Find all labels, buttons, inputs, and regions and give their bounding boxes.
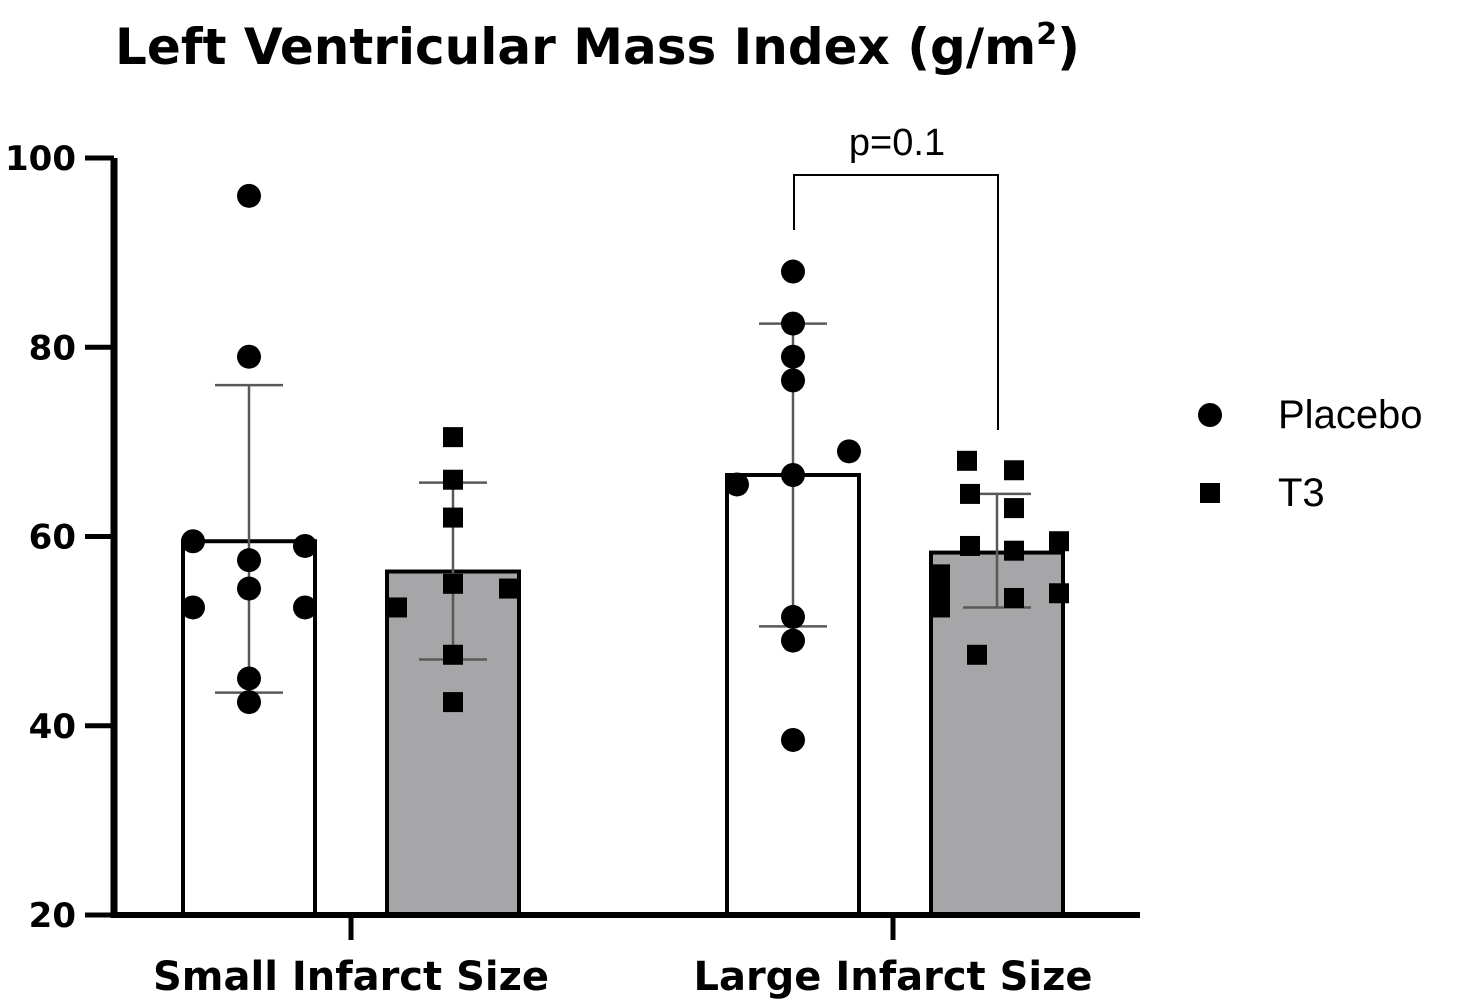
points-layer [181, 183, 1069, 752]
y-tick-label-100: 100 [5, 139, 76, 179]
point-cat0-placebo-8 [237, 666, 261, 691]
significance-bracket [793, 174, 999, 430]
point-cat1-t3-8 [930, 578, 950, 599]
point-cat1-t3-0 [957, 450, 977, 471]
point-cat1-t3-4 [1049, 531, 1069, 552]
point-cat1-t3-5 [960, 535, 980, 556]
point-cat0-t3-1 [443, 469, 463, 490]
point-cat0-t3-3 [443, 573, 463, 594]
x-label-large-infarct: Large Infarct Size [693, 954, 1092, 1000]
point-cat1-placebo-9 [781, 727, 805, 752]
bar-cat1-t3 [929, 550, 1065, 917]
point-cat1-t3-6 [1004, 540, 1024, 561]
point-cat0-placebo-5 [237, 576, 261, 601]
point-cat0-t3-0 [443, 427, 463, 448]
chart-title: Left Ventricular Mass Index (g/m2) [0, 0, 1195, 82]
point-cat1-placebo-7 [781, 604, 805, 629]
point-cat1-placebo-3 [781, 368, 805, 393]
point-cat1-t3-9 [1049, 583, 1069, 604]
y-tick-label-60: 60 [29, 518, 76, 558]
point-cat1-t3-1 [1004, 460, 1024, 481]
point-cat0-placebo-3 [293, 533, 317, 558]
point-cat1-t3-2 [960, 483, 980, 504]
point-cat1-placebo-5 [781, 462, 805, 487]
point-cat1-placebo-1 [781, 311, 805, 336]
chart-title-superscript: 2 [1036, 17, 1058, 52]
legend: Placebo T3 [1198, 393, 1423, 515]
point-cat0-placebo-1 [237, 344, 261, 369]
point-cat0-placebo-4 [237, 548, 261, 573]
y-tick-label-80: 80 [29, 328, 76, 368]
point-cat0-t3-4 [499, 578, 519, 599]
legend-placebo-label: Placebo [1278, 393, 1423, 437]
legend-t3-marker [1200, 483, 1220, 503]
point-cat1-placebo-8 [781, 628, 805, 653]
chart-title-text: Left Ventricular Mass Index (g/m [115, 18, 1037, 76]
point-cat1-t3-12 [967, 644, 987, 665]
point-cat0-t3-7 [443, 692, 463, 713]
legend-placebo-marker [1198, 403, 1222, 427]
point-cat0-placebo-6 [181, 595, 205, 620]
point-cat1-placebo-6 [725, 472, 749, 497]
error-bars-layer [215, 322, 1031, 694]
point-cat0-placebo-2 [181, 529, 205, 554]
point-cat0-t3-2 [443, 507, 463, 528]
x-labels-layer: Small Infarct Size Large Infarct Size [153, 915, 1093, 1000]
point-cat0-placebo-7 [293, 595, 317, 620]
point-cat1-t3-11 [930, 597, 950, 618]
y-tick-label-40: 40 [29, 707, 76, 747]
point-cat0-placebo-9 [237, 690, 261, 715]
x-label-small-infarct: Small Infarct Size [153, 954, 549, 1000]
point-cat1-t3-3 [1004, 498, 1024, 519]
legend-t3-label: T3 [1278, 471, 1325, 515]
significance-annotation: p=0.1 [793, 122, 999, 430]
point-cat1-placebo-0 [781, 259, 805, 284]
point-cat0-placebo-0 [237, 183, 261, 208]
chart-title-suffix: ) [1057, 18, 1080, 76]
point-cat1-placebo-2 [781, 344, 805, 369]
bars-layer [181, 472, 1065, 917]
point-cat0-t3-5 [387, 597, 407, 618]
point-cat1-t3-10 [1004, 588, 1024, 609]
point-cat0-t3-6 [443, 644, 463, 665]
point-cat1-placebo-4 [837, 439, 861, 464]
y-tick-label-20: 20 [29, 896, 76, 936]
y-ticks-layer: 20 40 60 80 100 [5, 139, 114, 936]
p-value-label: p=0.1 [849, 122, 945, 164]
